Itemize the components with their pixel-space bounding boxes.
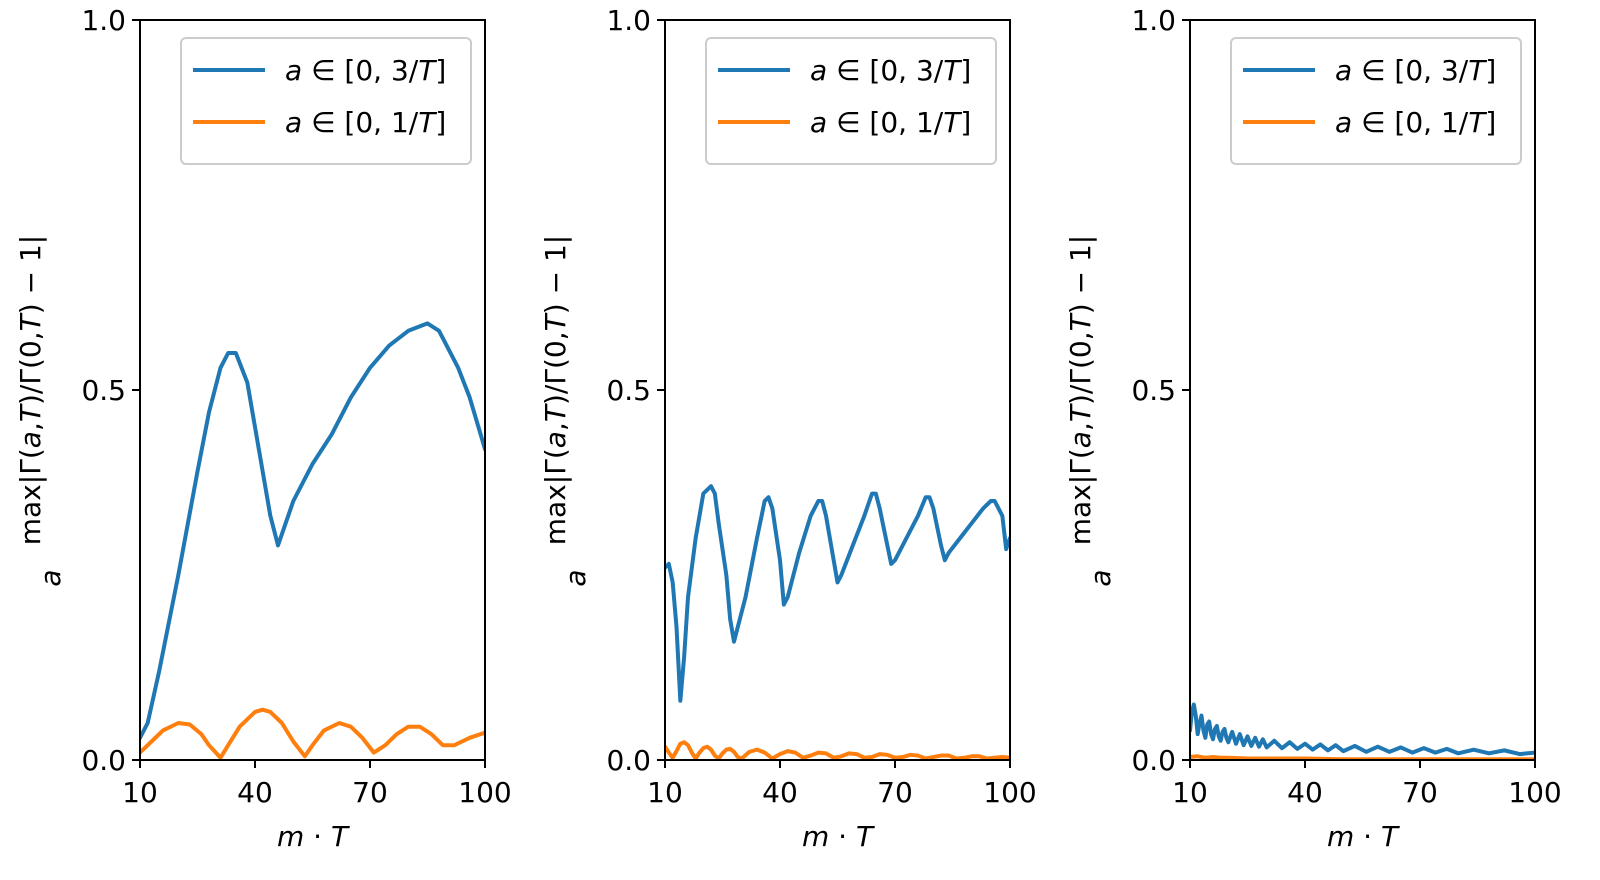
y-tick-label: 1.0 xyxy=(1131,4,1176,37)
y-axis-label-subscript: a xyxy=(34,569,67,586)
series-line-a-1-over-T xyxy=(1190,754,1535,760)
y-axis-label-subscript: a xyxy=(1084,569,1117,586)
y-axis-label: max|Γ(a,T)/Γ(0,T) − 1| xyxy=(14,235,47,545)
x-axis-label: m · T xyxy=(1327,820,1400,853)
chart-panel-left: 10 40 70 100 0.0 0.5 1.0 m · T max|Γ(a,T)/Γ(0,T)… xyxy=(14,4,512,853)
chart-panel-middle: 10 40 70 100 0.0 0.5 1.0 m · T max|Γ(a,T)/Γ(0,T)… xyxy=(539,4,1037,853)
x-axis-label: m · T xyxy=(277,820,350,853)
x-tick-label: 10 xyxy=(122,776,158,809)
legend-entry-label: a ∈ [0, 1/T] xyxy=(285,106,446,139)
legend: a ∈ [0, 3/T] a ∈ [0, 1/T] xyxy=(1230,37,1522,165)
x-tick-label: 100 xyxy=(1508,776,1561,809)
series-line-a-3-over-T xyxy=(665,484,1010,703)
chart-panel-right: 10 40 70 100 0.0 0.5 1.0 m · T max|Γ(a,T)/Γ(0,T)… xyxy=(1064,4,1562,853)
y-tick-label: 0.5 xyxy=(606,374,651,407)
x-tick-label: 100 xyxy=(983,776,1036,809)
y-axis-label: max|Γ(a,T)/Γ(0,T) − 1| xyxy=(1064,235,1097,545)
legend-entry-label: a ∈ [0, 1/T] xyxy=(810,106,971,139)
legend: a ∈ [0, 3/T] a ∈ [0, 1/T] xyxy=(180,37,472,165)
x-tick-label: 40 xyxy=(237,776,273,809)
legend-entry-label: a ∈ [0, 3/T] xyxy=(285,54,446,87)
y-tick-label: 0.5 xyxy=(1131,374,1176,407)
x-tick-label: 10 xyxy=(647,776,683,809)
x-tick-label: 10 xyxy=(1172,776,1208,809)
series-line-a-1-over-T xyxy=(665,740,1010,760)
series-line-a-3-over-T xyxy=(1190,702,1535,757)
y-tick-label: 0.0 xyxy=(606,744,651,777)
legend-entry-label: a ∈ [0, 3/T] xyxy=(810,54,971,87)
x-tick-label: 70 xyxy=(1402,776,1438,809)
series-line-a-1-over-T xyxy=(140,707,485,760)
y-axis-label-subscript: a xyxy=(559,569,592,586)
y-tick-label: 0.0 xyxy=(81,744,126,777)
x-tick-label: 70 xyxy=(877,776,913,809)
y-tick-label: 1.0 xyxy=(606,4,651,37)
x-axis-label: m · T xyxy=(802,820,875,853)
x-tick-label: 40 xyxy=(1287,776,1323,809)
x-tick-label: 40 xyxy=(762,776,798,809)
y-tick-label: 0.5 xyxy=(81,374,126,407)
y-tick-label: 0.0 xyxy=(1131,744,1176,777)
legend: a ∈ [0, 3/T] a ∈ [0, 1/T] xyxy=(705,37,997,165)
series-line-a-3-over-T xyxy=(140,321,485,740)
legend-entry-label: a ∈ [0, 3/T] xyxy=(1335,54,1496,87)
y-tick-label: 1.0 xyxy=(81,4,126,37)
legend-entry-label: a ∈ [0, 1/T] xyxy=(1335,106,1496,139)
x-tick-label: 100 xyxy=(458,776,511,809)
x-tick-label: 70 xyxy=(352,776,388,809)
y-axis-label: max|Γ(a,T)/Γ(0,T) − 1| xyxy=(539,235,572,545)
